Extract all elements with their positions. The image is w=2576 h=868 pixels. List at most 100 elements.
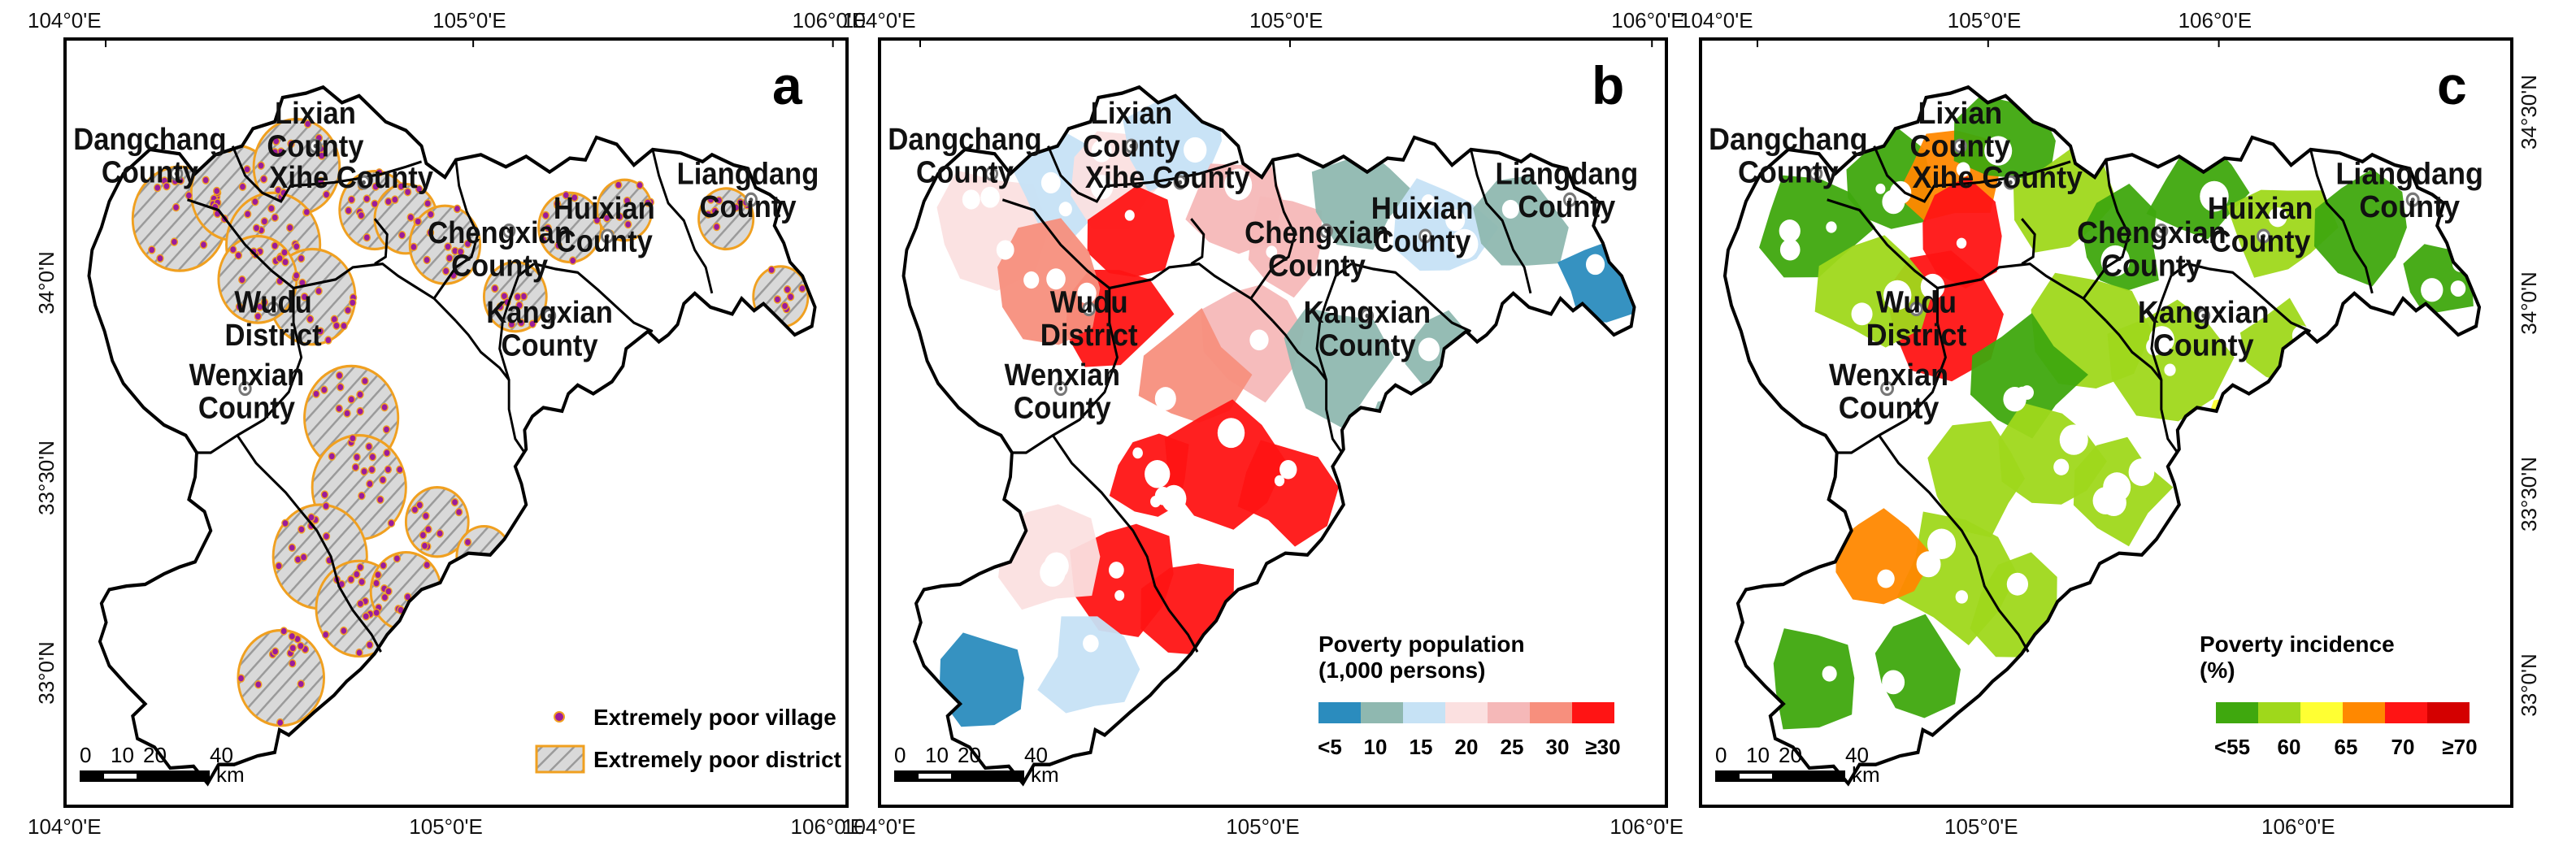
poor-village-dot [384,587,393,596]
no-data-gap [2128,458,2155,486]
poor-village-dot [366,640,374,649]
poor-village-dot [403,188,412,197]
legend-title: Poverty population [1318,631,1525,657]
poor-village-dot [347,195,356,204]
county-border [2021,218,2036,266]
bottom-coordinate-label: 105°0'E [1944,814,2018,839]
county-label: Xihe County [269,159,433,194]
poor-village-dot [202,176,210,184]
poor-village-dot [357,210,366,220]
scale-tick-label: 40 [1845,743,1869,767]
county-label: Chengxian [1245,215,1389,250]
legend-label: 25 [1501,735,1524,759]
no-data-gap [1040,558,1066,587]
poor-village-dot [441,267,450,276]
poor-village-legend-icon [554,711,565,723]
legend-title: (1,000 persons) [1318,658,1485,683]
no-data-gap [1956,162,1970,177]
poor-village-dot [367,465,376,475]
no-data-gap [996,240,1014,260]
poor-village-dot [422,511,430,521]
county-label: County [916,154,1014,189]
poor-village-dot [515,301,523,310]
no-data-gap [1875,183,1886,194]
poor-village-dot [361,376,369,386]
panel-letter: a [772,55,803,115]
poor-village-dot [514,292,522,302]
county-label: County [1268,248,1366,283]
poor-village-dot [297,641,305,651]
county-seat-center [2008,180,2013,185]
legend-title: Poverty incidence [2200,631,2395,657]
poor-village-dot [419,531,428,540]
poor-village-dot [544,224,552,232]
poor-village-dot [271,647,280,656]
choropleth-district [1311,152,1415,250]
county-label: Liangdang [677,156,819,191]
poor-village-dot [355,648,363,658]
legend-swatch [2300,702,2343,723]
county-label: Chengxian [2077,215,2226,250]
no-data-gap [1040,171,1061,193]
poor-village-dot [322,190,331,199]
county-border [1052,434,1199,653]
poor-village-dot [384,465,393,474]
poor-village-dot [436,529,444,538]
poor-village-dot [554,241,563,250]
poor-village-dot [322,532,331,541]
poor-village-dot [767,265,775,275]
county-seat-center [2159,228,2164,233]
county-label: County [1910,128,2011,163]
county-label: Huixian [1371,191,1474,226]
no-data-gap [1090,175,1114,200]
poor-village-dot [340,321,348,331]
poor-village-dot [148,245,156,254]
county-seat-center [1365,313,1370,319]
legend-title: (%) [2200,658,2235,683]
county-seat-center [1058,386,1063,391]
poor-village-dot [154,183,162,193]
poor-village-dot [156,254,164,263]
county-seat-center [749,197,754,202]
poor-village-dot [376,495,384,505]
poor-village-dot [615,212,624,221]
county-label: County [502,328,599,362]
county-label: County [556,224,654,258]
poor-village-dot [496,302,505,311]
scale-tick-label: 20 [143,743,167,767]
poor-village-dot [353,453,361,462]
choropleth-district [1927,420,2026,538]
legend-label: <5 [1318,735,1342,759]
county-border [1878,434,2030,653]
choropleth-district [2107,299,2235,422]
region-outline [87,85,817,787]
poor-village-dot [322,501,330,510]
scale-tick-label: 40 [210,743,233,767]
legend-districts: Extremely poor district [593,747,841,772]
poor-village-dot [260,297,269,307]
poor-village-dot [288,543,296,553]
no-data-gap [1058,202,1072,217]
poor-village-dot [371,199,379,209]
poor-village-dot [349,434,357,443]
scale-bar-segment [104,774,137,779]
county-border [1351,263,1472,333]
poor-village-dot [423,255,431,265]
no-data-gap [1984,136,2013,166]
county-seat-center [1129,143,1134,149]
county-seat-center [1885,386,1890,391]
county-border [1827,198,1947,454]
poor-village-dot [615,180,623,189]
poor-village-dot [340,626,348,636]
county-border [2309,149,2374,294]
no-data-gap [962,189,980,210]
poor-village-dot [420,541,429,550]
poor-village-dot [780,302,789,310]
choropleth-district [1087,185,1175,277]
county-label: Liangdang [1495,156,1638,191]
poor-village-dot [271,213,279,222]
poor-village-dot [403,592,412,601]
